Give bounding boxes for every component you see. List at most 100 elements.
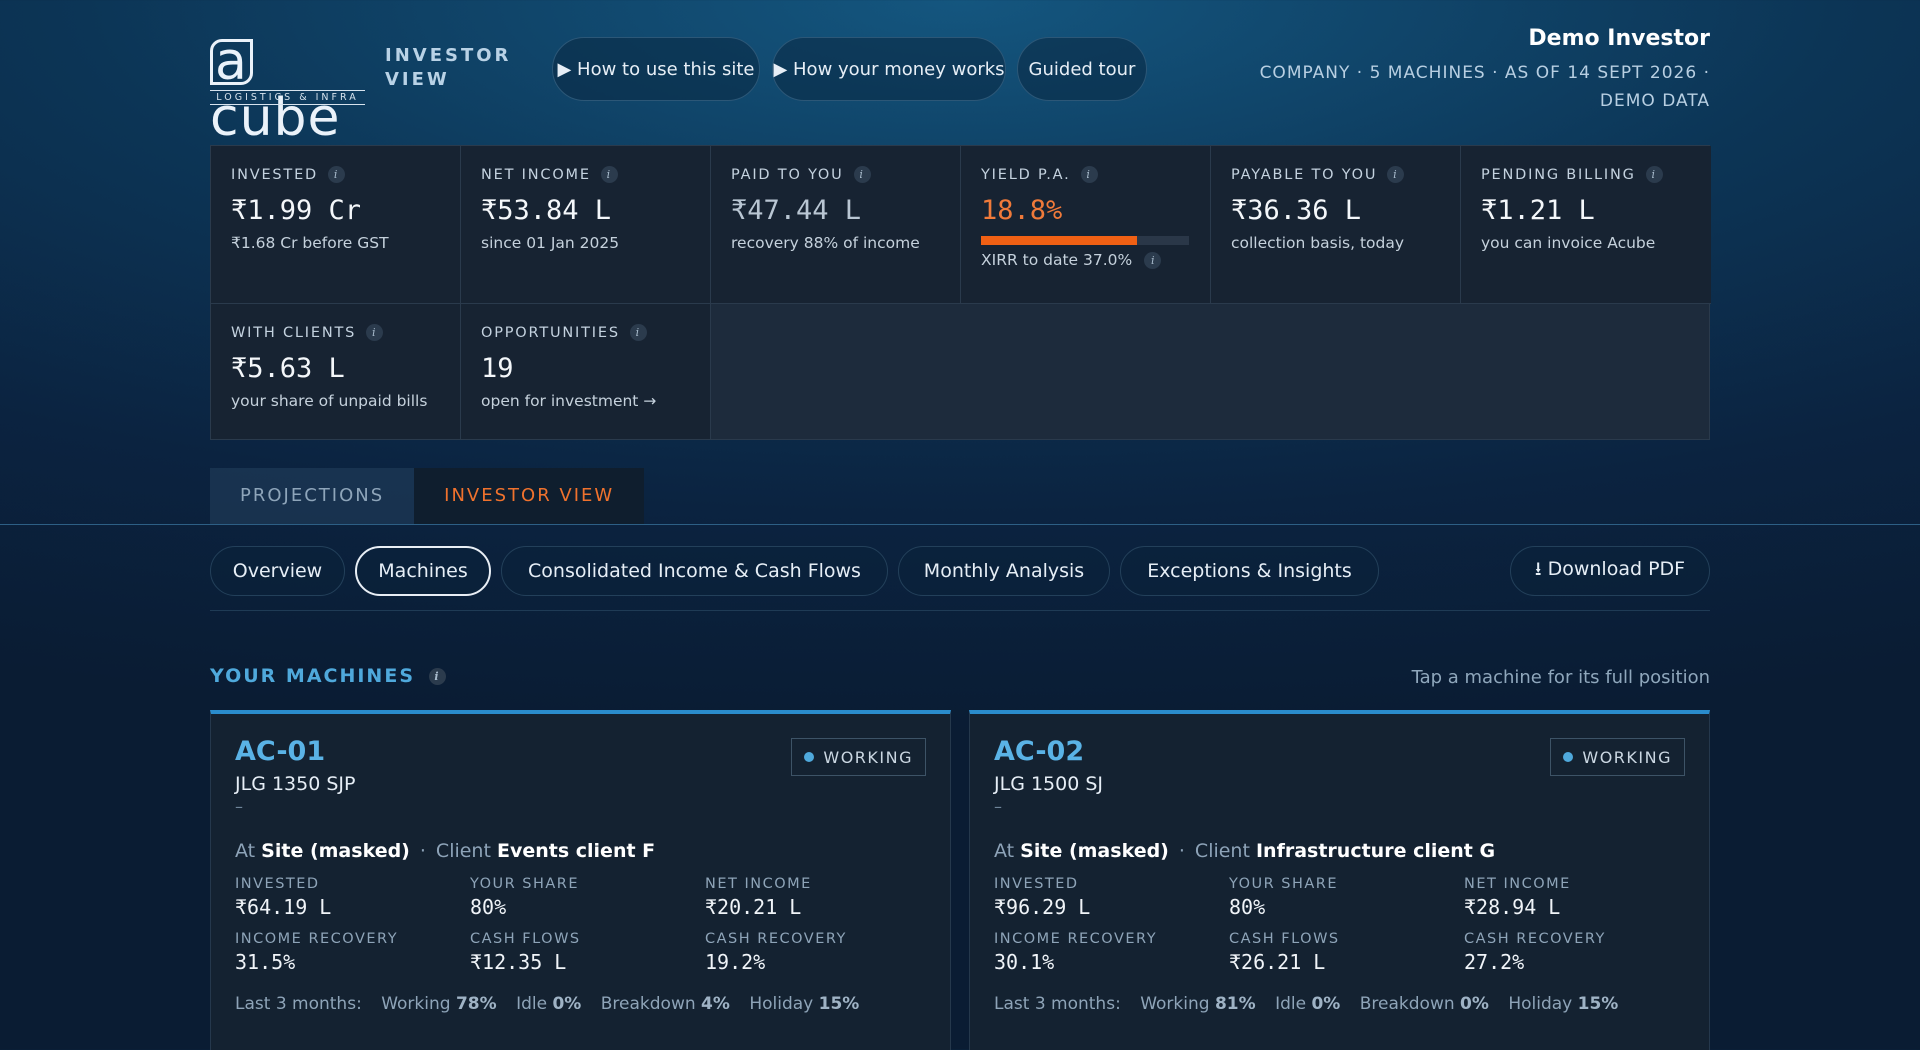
page: acube LOGISTICS & INFRA INVESTOR VIEW ▶ … [210,0,1711,596]
status-text: WORKING [823,747,913,767]
stat-label: INVESTED [231,166,318,183]
info-icon[interactable]: i [1645,166,1663,183]
status-dot-icon [1563,752,1574,762]
stat-value: ₹53.84 L [481,195,612,226]
info-icon[interactable]: i [853,166,871,183]
stat-label: OPPORTUNITIES [481,324,620,341]
yield-progress-bar [981,236,1189,245]
machine-code: AC-01 [235,736,326,767]
stat-payable: PAYABLE TO YOU i ₹36.36 L collection basi… [1211,146,1461,304]
client-name: Infrastructure client G [1255,840,1496,862]
stat-sub: your share of unpaid bills [231,392,428,410]
stat-sub: ₹1.68 Cr before GST [231,234,389,252]
stat-value: ₹36.36 L [1231,195,1362,226]
client-name: Events client F [496,840,656,862]
investor-name: Demo Investor [1528,26,1710,51]
status-badge: WORKING [1550,738,1685,776]
stat-invested: INVESTED i ₹1.99 Cr ₹1.68 Cr before GST [211,146,461,304]
metric-net-income: NET INCOME ₹20.21 L [705,876,925,919]
tab-machines[interactable]: Machines [355,546,491,596]
info-icon[interactable]: i [1080,166,1098,183]
stat-value: ₹1.99 Cr [231,195,362,226]
guided-tour-button[interactable]: Guided tour [1017,37,1147,101]
acube-logo[interactable]: acube LOGISTICS & INFRA [210,34,365,146]
investor-meta: COMPANY · 5 MACHINES · AS OF 14 SEPT 202… [1259,63,1710,111]
last3-key: Breakdown [1359,994,1455,1014]
stat-label: PAID TO YOU [731,166,844,183]
metric-value: ₹12.35 L [470,950,567,974]
at-label: At [994,840,1015,862]
metric-label: YOUR SHARE [470,876,580,892]
download-pdf-button[interactable]: ⭳ Download PDF [1510,546,1710,596]
info-icon[interactable]: i [1387,166,1405,183]
machine-note: – [994,797,1002,816]
opportunities-link[interactable]: open for investment → [481,392,657,410]
how-money-works-button[interactable]: ▶ How your money works [772,37,1006,101]
machine-location: At Site (masked) · Client Events client F [235,840,656,862]
stat-value: ₹5.63 L [231,353,345,384]
machine-metrics: INVESTED ₹64.19 L YOUR SHARE 80% NET INCOM… [235,876,926,974]
tab-monthly-analysis[interactable]: Monthly Analysis [898,546,1110,596]
info-icon[interactable]: i [1144,251,1162,269]
metric-value: 80% [1229,895,1266,919]
metric-label: CASH RECOVERY [1464,931,1606,947]
stat-with-clients: WITH CLIENTS i ₹5.63 L your share of unpa… [211,304,461,440]
machine-model: JLG 1350 SJP [235,773,356,795]
last3-label: Last 3 months: [994,994,1121,1014]
tab-exceptions-insights[interactable]: Exceptions & Insights [1120,546,1379,596]
at-label: At [235,840,256,862]
stat-label: WITH CLIENTS [231,324,357,341]
metric-cash-flows: CASH FLOWS ₹26.21 L [1229,931,1464,974]
info-icon[interactable]: i [366,324,384,341]
info-icon[interactable]: i [600,166,618,183]
metric-label: CASH FLOWS [470,931,581,947]
metric-your-share: YOUR SHARE 80% [470,876,705,919]
metric-value: ₹96.29 L [994,895,1091,919]
how-to-use-button[interactable]: ▶ How to use this site [552,37,760,101]
tab-consolidated-income[interactable]: Consolidated Income & Cash Flows [501,546,888,596]
last3-key: Working [381,994,451,1014]
metric-value: 19.2% [705,950,766,974]
tab-projections[interactable]: PROJECTIONS [210,468,415,524]
top-tabs: PROJECTIONS INVESTOR VIEW [210,468,645,524]
info-icon[interactable]: i [629,324,647,341]
last3-value: 15% [818,994,860,1014]
logo-wordmark: acube [210,32,341,148]
stat-sub: you can invoice Acube [1481,234,1656,252]
stat-sub: since 01 Jan 2025 [481,234,620,252]
last3-value: 4% [701,994,730,1014]
metric-cash-recovery: CASH RECOVERY 27.2% [1464,931,1684,974]
metric-label: NET INCOME [1464,876,1571,892]
last3-key: Breakdown [600,994,696,1014]
logo-tagline: LOGISTICS & INFRA [210,90,365,105]
tab-overview[interactable]: Overview [210,546,345,596]
last3-key: Idle [1275,994,1307,1014]
last3-key: Holiday [1508,994,1573,1014]
tab-investor-view[interactable]: INVESTOR VIEW [414,468,645,524]
machine-card[interactable]: AC-02 JLG 1500 SJ – WORKING At Site (mas… [969,710,1710,1050]
machine-code: AC-02 [994,736,1085,767]
investor-info: Demo Investor COMPANY · 5 MACHINES · AS … [1210,26,1710,115]
client-label: Client [435,840,491,862]
info-icon[interactable]: i [429,667,446,685]
stat-value: ₹47.44 L [731,195,862,226]
metric-value: ₹26.21 L [1229,950,1326,974]
metric-label: INVESTED [994,876,1079,892]
last-3-months: Last 3 months: Working 78% Idle 0% Break… [235,994,926,1014]
metric-invested: INVESTED ₹96.29 L [994,876,1229,919]
machine-note: – [235,797,243,816]
site-name: Site (masked) [261,840,410,862]
metric-label: INVESTED [235,876,320,892]
stat-label: NET INCOME [481,166,591,183]
brand-subtitle: INVESTOR VIEW [385,45,512,90]
stat-opportunities[interactable]: OPPORTUNITIES i 19 open for investment → [461,304,711,440]
machine-card[interactable]: AC-01 JLG 1350 SJP – WORKING At Site (ma… [210,710,951,1050]
info-icon[interactable]: i [328,166,345,183]
client-label: Client [1194,840,1250,862]
stat-value: 19 [481,353,514,384]
stat-label: PAYABLE TO YOU [1231,166,1378,183]
metric-net-income: NET INCOME ₹28.94 L [1464,876,1684,919]
last3-value: 0% [552,994,582,1014]
last3-value: 0% [1311,994,1341,1014]
metric-label: INCOME RECOVERY [994,931,1158,947]
